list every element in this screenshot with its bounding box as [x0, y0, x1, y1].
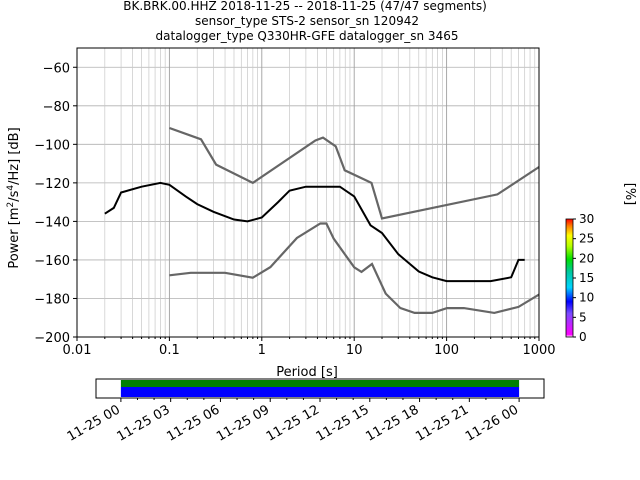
high-noise-model-curve — [169, 126, 540, 220]
x-tick-label: 1000 — [522, 343, 555, 358]
time-tick-label: 11-25 00 — [65, 402, 123, 444]
x-axis-label: Period [s] — [276, 365, 338, 380]
y-tick-label: −60 — [43, 61, 70, 76]
colorbar-tick-label: 15 — [579, 271, 594, 285]
x-tick-label: 100 — [434, 343, 459, 358]
y-tick-label: −100 — [34, 138, 70, 153]
time-tick-label: 11-25 21 — [413, 402, 471, 444]
data-coverage-bar — [120, 387, 520, 397]
y-axis-label: Power [m2/s4/Hz] [dB] — [6, 127, 22, 268]
x-tick-label: 0.1 — [159, 343, 180, 358]
coverage-bars — [120, 380, 520, 397]
low-noise-model-curve — [169, 222, 540, 315]
colorbar-ticks: 0 5 10 15 20 25 30 — [573, 212, 594, 344]
grid-lines — [76, 48, 539, 338]
time-tick-label: 11-25 15 — [314, 402, 372, 444]
colorbar: 0 5 10 15 20 25 30 [%] — [565, 183, 637, 344]
y-tick-label: −120 — [34, 177, 70, 192]
colorbar-tick-label: 25 — [579, 232, 594, 246]
colorbar-tick-label: 20 — [579, 251, 594, 265]
noise-models — [169, 126, 540, 315]
plot-background — [77, 48, 539, 337]
psd-plot-area: 0.01 0.1 1 10 100 1000 −200 −180 −160 −140 −120 −1… — [34, 47, 556, 358]
colorbar-tick-label: 30 — [579, 212, 594, 226]
y-tick-label: −180 — [34, 292, 70, 307]
colorbar-tick-label: 0 — [579, 330, 587, 344]
colorbar-tick-label: 10 — [579, 291, 594, 305]
x-axis-ticks: 0.01 0.1 1 10 100 1000 — [63, 337, 556, 358]
y-tick-label: −140 — [34, 215, 70, 230]
title-line-3: datalogger_type Q330HR-GFE datalogger_sn… — [156, 29, 459, 43]
y-tick-label: −80 — [43, 100, 70, 115]
time-tick-label: 11-25 03 — [115, 402, 173, 444]
mode-curve — [104, 181, 525, 283]
x-tick-label: 0.01 — [63, 343, 92, 358]
title-line-1: BK.BRK.00.HHZ 2018-11-25 -- 2018-11-25 (… — [123, 0, 487, 13]
plot-frame — [76, 47, 540, 338]
time-tick-label: 11-26 00 — [463, 402, 521, 444]
x-tick-label: 1 — [258, 343, 266, 358]
time-tick-label: 11-25 18 — [363, 402, 421, 444]
mode-line — [104, 181, 525, 283]
colorbar-gradient — [565, 218, 574, 338]
processed-coverage-bar — [120, 380, 520, 387]
time-tick-label: 11-25 09 — [214, 402, 272, 444]
title-line-2: sensor_type STS-2 sensor_sn 120942 — [195, 14, 419, 28]
y-tick-label: −160 — [34, 254, 70, 269]
time-tick-label: 11-25 12 — [264, 402, 322, 444]
y-axis-ticks: −200 −180 −160 −140 −120 −100 −80 −60 — [34, 61, 77, 346]
x-tick-label: 10 — [346, 343, 363, 358]
colorbar-label: [%] — [622, 183, 637, 206]
y-tick-label: −200 — [34, 331, 70, 346]
colorbar-tick-label: 5 — [579, 310, 587, 324]
time-tick-label: 11-25 06 — [164, 402, 222, 444]
chart-title: BK.BRK.00.HHZ 2018-11-25 -- 2018-11-25 (… — [123, 0, 487, 43]
